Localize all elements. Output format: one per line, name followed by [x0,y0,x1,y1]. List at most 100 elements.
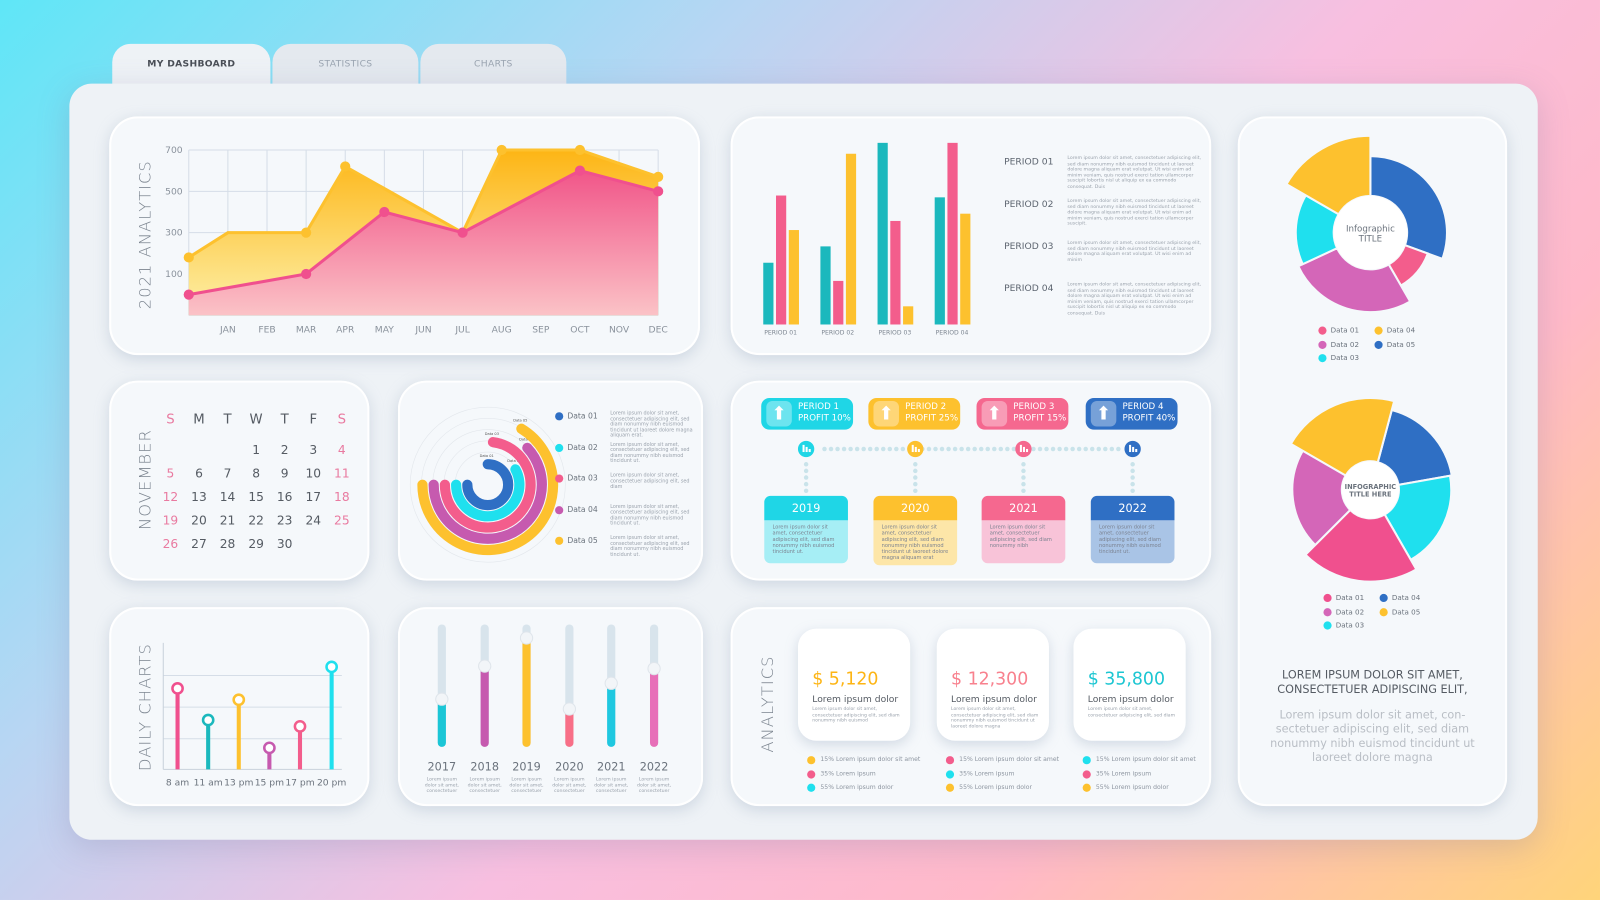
slider-fill [649,668,659,747]
slider-knob[interactable] [604,676,618,690]
legend-dot [1323,607,1332,616]
bar [763,262,774,325]
legend-label: Data 01 [1330,326,1360,335]
timeline-dot [913,488,918,494]
data-point [496,144,507,156]
timeline-dot [1070,446,1075,452]
calendar-day[interactable]: 3 [309,442,318,458]
period-profit-badge[interactable]: ⬆ PERIOD 2 PROFIT 25% [868,397,961,430]
year-body: Lorem ipsum dolor sit amet, consectetuer… [981,520,1066,564]
calendar-day[interactable]: 6 [195,466,203,481]
timeline-dot [1116,446,1121,452]
legend-label: Data 02 [567,442,598,452]
calendar-day[interactable]: 21 [219,513,236,528]
slider-knob[interactable] [435,692,449,706]
slider-knob[interactable] [519,631,534,645]
timeline-dot [992,446,997,452]
badge-profit: PROFIT 15% [1013,413,1067,424]
calendar-day[interactable]: 25 [334,513,350,528]
bar [776,195,787,325]
calendar-day[interactable]: 30 [276,536,293,552]
tab-my-dashboard[interactable]: MY DASHBOARD [112,43,271,85]
bar [890,220,901,325]
badge-text: PERIOD 1 PROFIT 10% [798,402,851,424]
calendar-day[interactable]: 27 [191,536,207,552]
timeline-dot [1089,446,1095,452]
calendar-day[interactable]: 17 [305,489,322,505]
calendar-card [109,380,370,581]
x-tick-label: 20 pm [317,778,346,789]
y-tick-label: 500 [165,186,183,197]
x-tick-label: 11 am [194,778,223,789]
calendar-day[interactable]: 5 [166,466,175,481]
legend-label: Data 05 [1386,340,1416,349]
calendar-day[interactable]: 14 [219,489,236,505]
x-tick-label: 15 pm [255,778,284,789]
calendar-day[interactable]: 2 [280,442,289,458]
calendar-day[interactable]: 18 [334,489,350,505]
analytics-card: $ 12,300 Lorem ipsum dolor Lorem ipsum dol… [936,628,1049,741]
legend-label: Data 04 [1386,326,1416,335]
series-line [188,169,659,297]
calendar-day[interactable]: 23 [276,513,293,528]
bar-chart-icon-bar [1132,446,1135,453]
bar-chart-icon-bar [1019,444,1022,453]
x-tick-label: PERIOD 01 [764,330,797,337]
calendar-day[interactable]: 19 [162,513,179,528]
lollipop-head [232,693,246,707]
slider-knob[interactable] [478,659,492,673]
bar [833,280,844,325]
calendar-day[interactable]: 13 [191,489,207,505]
year-description: Lorem ipsum dolor sit amet, consectetuer [467,777,502,795]
badge-profit: PROFIT 25% [905,413,959,424]
bar [845,153,857,325]
period-profit-badge[interactable]: ⬆ PERIOD 3 PROFIT 15% [976,397,1069,430]
x-tick-label: JAN [219,325,236,336]
pie-center-label: Infographic [1346,225,1395,235]
bar-chart-icon-bar [1022,446,1025,453]
calendar-day[interactable]: 9 [280,466,289,481]
calendar-day[interactable]: 16 [276,489,293,505]
calendar-day[interactable]: 12 [162,489,179,505]
calendar-day[interactable]: 20 [191,513,207,528]
period-profit-badge[interactable]: ⬆ PERIOD 4 PROFIT 40% [1085,397,1178,430]
calendar-day[interactable]: 8 [252,466,261,481]
year-label: 2020 [555,760,584,773]
calendar-day[interactable]: 28 [219,536,236,552]
timeline-dot [1021,462,1026,467]
slider-fill [565,708,574,747]
calendar-day[interactable]: 15 [248,489,264,505]
timeline-dot [822,446,827,452]
calendar-day[interactable]: 4 [337,442,346,458]
year-card: 2020 Lorem ipsum dolor sit amet, consecte… [873,495,958,566]
timeline-dot [972,446,977,452]
calendar-day[interactable]: 7 [223,466,232,481]
tab-statistics[interactable]: STATISTICS [272,43,419,85]
calendar-day[interactable]: 11 [334,466,350,481]
calendar-day[interactable]: 29 [248,536,264,552]
legend-description: Lorem ipsum dolor sit amet, consectetuer… [610,411,693,440]
timeline-dot [1130,468,1135,474]
calendar-day[interactable]: 26 [162,536,179,552]
calendar-day[interactable]: 24 [305,513,322,528]
calendar-day[interactable]: 1 [252,442,261,458]
legend-dot [1318,340,1327,349]
tab-charts[interactable]: CHARTS [420,43,567,85]
x-tick-label: NOV [609,325,630,336]
analytics-value: $ 12,300 [951,669,1029,690]
analytics-card-title: Lorem ipsum dolor [812,694,899,706]
radial-bar [462,459,514,511]
legend-dot [807,783,816,792]
timeline-dot [1011,446,1017,452]
period-profit-badge[interactable]: ⬆ PERIOD 1 PROFIT 10% [761,397,854,430]
year-description: Lorem ipsum dolor sit amet, consectetuer [594,777,629,795]
calendar-day[interactable]: 22 [248,513,264,528]
slider-knob[interactable] [647,661,661,676]
lollipop-head [325,660,339,674]
data-point [653,186,664,197]
legend-label: Data 05 [567,535,598,545]
timeline-dot [887,446,893,452]
calendar-day[interactable]: 10 [305,466,322,481]
slider-knob[interactable] [562,702,577,716]
x-tick-label: JUN [414,325,431,336]
